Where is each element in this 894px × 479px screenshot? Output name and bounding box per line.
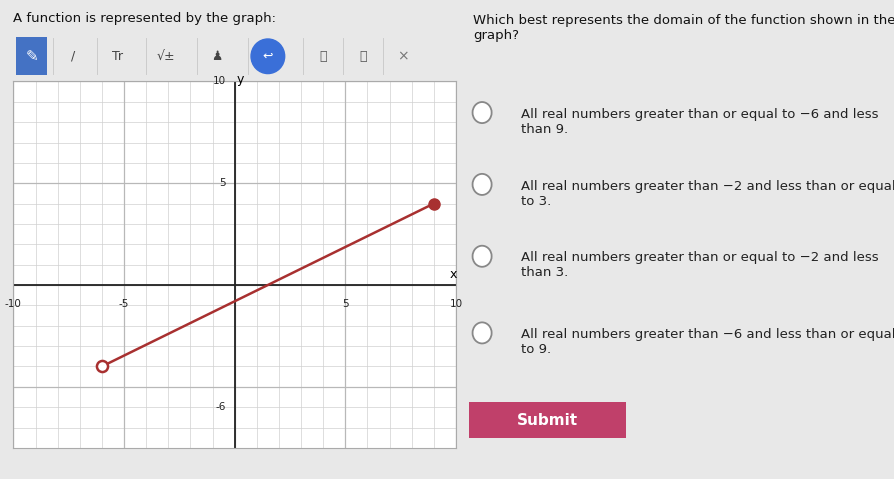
Text: √±: √± bbox=[156, 50, 175, 63]
Text: ↩: ↩ bbox=[263, 50, 273, 63]
FancyBboxPatch shape bbox=[15, 37, 47, 75]
Circle shape bbox=[473, 102, 492, 123]
Text: Tr: Tr bbox=[112, 50, 122, 63]
Text: 5: 5 bbox=[342, 299, 349, 309]
Text: x: x bbox=[450, 268, 457, 281]
Text: y: y bbox=[237, 72, 244, 85]
Circle shape bbox=[473, 174, 492, 195]
FancyBboxPatch shape bbox=[457, 399, 638, 441]
Text: /: / bbox=[71, 50, 75, 63]
Text: All real numbers greater than −2 and less than or equal
to 3.: All real numbers greater than −2 and les… bbox=[521, 180, 894, 207]
Text: ♟: ♟ bbox=[211, 50, 223, 63]
Text: 10: 10 bbox=[213, 77, 226, 86]
Text: Submit: Submit bbox=[517, 413, 578, 428]
Text: -6: -6 bbox=[215, 402, 226, 412]
Circle shape bbox=[473, 322, 492, 343]
Text: Which best represents the domain of the function shown in the
graph?: Which best represents the domain of the … bbox=[474, 14, 894, 42]
Text: 10: 10 bbox=[450, 299, 462, 309]
Circle shape bbox=[473, 246, 492, 267]
Text: -10: -10 bbox=[5, 299, 21, 309]
Text: ⌒: ⌒ bbox=[359, 50, 367, 63]
Text: All real numbers greater than −6 and less than or equal
to 9.: All real numbers greater than −6 and les… bbox=[521, 328, 894, 356]
Text: ×: × bbox=[397, 49, 409, 63]
Text: 5: 5 bbox=[219, 178, 226, 188]
Text: -5: -5 bbox=[119, 299, 130, 309]
Circle shape bbox=[251, 39, 284, 74]
Text: ✎: ✎ bbox=[25, 49, 38, 64]
Text: A function is represented by the graph:: A function is represented by the graph: bbox=[13, 12, 276, 25]
Text: All real numbers greater than or equal to −2 and less
than 3.: All real numbers greater than or equal t… bbox=[521, 251, 879, 279]
Text: ⌒: ⌒ bbox=[319, 50, 327, 63]
Text: All real numbers greater than or equal to −6 and less
than 9.: All real numbers greater than or equal t… bbox=[521, 108, 879, 136]
